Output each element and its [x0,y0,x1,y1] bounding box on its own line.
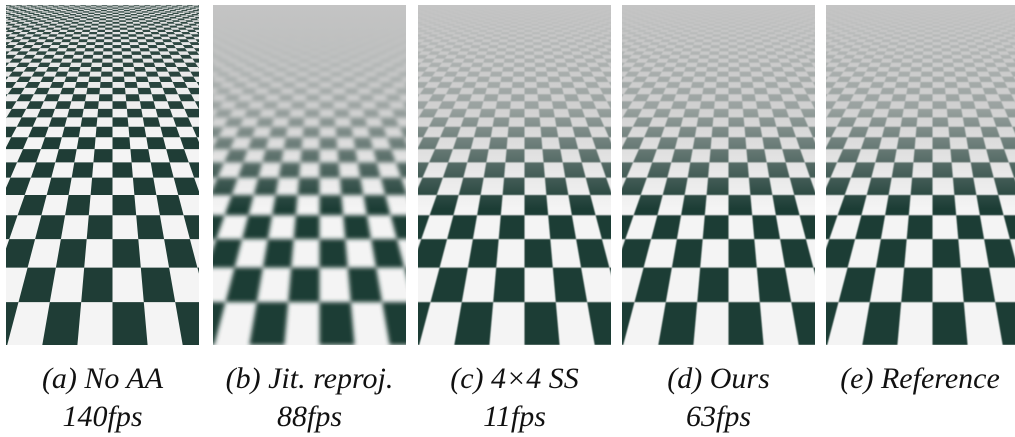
distance-fade [6,5,199,345]
panel-caption: (e) Reference [840,362,1000,395]
distance-fade [213,5,406,345]
panel-caption: (d) Ours [667,362,770,395]
panel-caption: (c) 4×4 SS [450,362,579,395]
distance-fade [622,5,815,345]
panel-fps: 88fps [277,400,342,433]
figure: (a) No AA 140fps (b) Jit. reproj. 88fps (c) … [0,0,1015,437]
panel-fps: 63fps [686,400,751,433]
distance-fade [826,5,1015,345]
panel-caption: (b) Jit. reproj. [226,362,394,395]
panel-fps: 11fps [483,400,546,433]
panel-caption: (a) No AA [42,362,164,395]
panel-fps: 140fps [62,400,142,433]
distance-fade [418,5,611,345]
